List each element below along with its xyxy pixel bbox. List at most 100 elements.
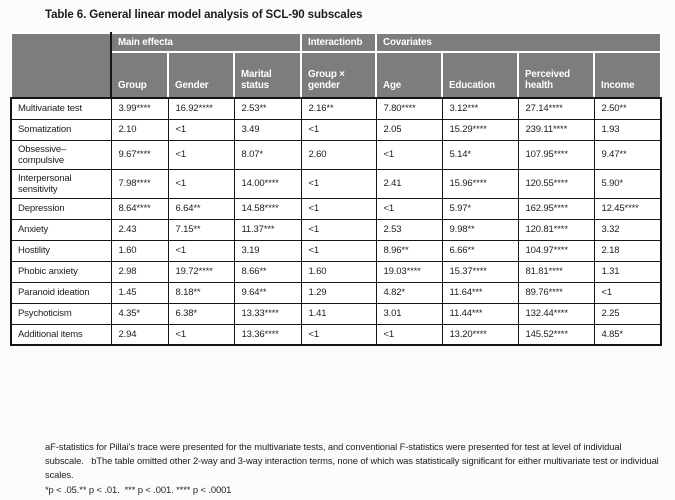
table-row: Psychoticism 4.35* 6.38* 13.33**** 1.41 3.01 1… <box>10 302 662 325</box>
column-header-group-x-gender: Group × gender <box>300 51 378 99</box>
cell: <1 <box>375 139 443 170</box>
cell: 89.76**** <box>517 281 595 304</box>
cell: 2.25 <box>593 302 662 325</box>
cell: 8.64**** <box>110 197 169 220</box>
row-label: Somatization <box>10 118 112 141</box>
column-header-row: Group Gender Marital status Group × gend… <box>11 51 663 99</box>
group-header-main-effects: Main effecta <box>109 32 303 53</box>
scl90-table: Main effecta Interactionb Covariates Gro… <box>10 32 663 346</box>
cell: 104.97**** <box>517 239 595 262</box>
cell: <1 <box>300 168 377 199</box>
table-row: Hostility 1.60 <1 3.19 <1 8.96** 6.66** 104.97*… <box>10 239 662 262</box>
cell: 1.60 <box>110 239 169 262</box>
column-header-marital-status: Marital status <box>232 51 303 99</box>
cell: <1 <box>167 168 235 199</box>
table-row: Obsessive–compulsive 9.67**** <1 8.07* 2.60 <… <box>10 139 662 170</box>
cell: 2.94 <box>110 323 169 346</box>
cell: <1 <box>167 118 235 141</box>
cell: <1 <box>300 118 377 141</box>
cell: 8.66** <box>233 260 302 283</box>
cell: 9.98** <box>441 218 519 241</box>
column-header-perceived-health: Perceived health <box>517 51 596 99</box>
cell: 9.47** <box>593 139 662 170</box>
cell: 7.80**** <box>375 97 443 120</box>
cell: 3.19 <box>233 239 302 262</box>
footnote-significance: *p < .05.** p < .01. *** p < .001. **** … <box>45 483 232 495</box>
cell: 8.96** <box>375 239 443 262</box>
cell: 7.98**** <box>110 168 169 199</box>
cell: 162.95**** <box>517 197 595 220</box>
cell: 3.99**** <box>110 97 169 120</box>
cell: <1 <box>593 281 662 304</box>
row-label: Psychoticism <box>10 302 112 325</box>
cell: 15.96**** <box>441 168 519 199</box>
cell: 5.97* <box>441 197 519 220</box>
cell: 27.14**** <box>517 97 595 120</box>
cell: 12.45**** <box>593 197 662 220</box>
cell: 132.44**** <box>517 302 595 325</box>
row-label: Hostility <box>10 239 112 262</box>
cell: 2.60 <box>300 139 377 170</box>
cell: 16.92**** <box>167 97 235 120</box>
cell: 8.18** <box>167 281 235 304</box>
cell: 2.10 <box>110 118 169 141</box>
table-title: Table 6. General linear model analysis o… <box>45 9 363 21</box>
cell: <1 <box>300 323 377 346</box>
cell: 9.67**** <box>110 139 169 170</box>
cell: 1.45 <box>110 281 169 304</box>
cell: 1.29 <box>300 281 377 304</box>
cell: <1 <box>375 197 443 220</box>
column-header-education: Education <box>441 51 520 99</box>
row-label: Anxiety <box>10 218 112 241</box>
cell: 1.41 <box>300 302 377 325</box>
table-row: Phobic anxiety 2.98 19.72**** 8.66** 1.60 19.… <box>10 260 662 283</box>
cell: 14.00**** <box>233 168 302 199</box>
cell: 2.53** <box>233 97 302 120</box>
cell: 3.49 <box>233 118 302 141</box>
cell: 13.36**** <box>233 323 302 346</box>
cell: 11.37*** <box>233 218 302 241</box>
row-label: Multivariate test <box>10 97 112 120</box>
cell: 8.07* <box>233 139 302 170</box>
table-header: Main effecta Interactionb Covariates Gro… <box>10 32 663 99</box>
cell: 5.14* <box>441 139 519 170</box>
cell: 19.72**** <box>167 260 235 283</box>
cell: 2.50** <box>593 97 662 120</box>
cell: 120.55**** <box>517 168 595 199</box>
table-row: Multivariate test 3.99**** 16.92**** 2.53**… <box>10 97 662 120</box>
cell: 2.98 <box>110 260 169 283</box>
cell: 4.35* <box>110 302 169 325</box>
cell: 2.16** <box>300 97 377 120</box>
row-label: Depression <box>10 197 112 220</box>
cell: 7.15** <box>167 218 235 241</box>
cell: 1.31 <box>593 260 662 283</box>
row-label: Paranoid ideation <box>10 281 112 304</box>
cell: 4.85* <box>593 323 662 346</box>
cell: 15.29**** <box>441 118 519 141</box>
row-label: Additional items <box>10 323 112 346</box>
cell: 2.05 <box>375 118 443 141</box>
row-label: Interpersonal sensitivity <box>10 168 112 199</box>
cell: <1 <box>167 323 235 346</box>
table-body: Multivariate test 3.99**** 16.92**** 2.53**… <box>10 97 662 346</box>
table-row: Somatization 2.10 <1 3.49 <1 2.05 15.29**** 239… <box>10 118 662 141</box>
cell: <1 <box>300 239 377 262</box>
cell: 1.60 <box>300 260 377 283</box>
cell: 6.38* <box>167 302 235 325</box>
cell: 2.18 <box>593 239 662 262</box>
group-header-interaction: Interactionb <box>300 32 378 53</box>
cell: 81.81**** <box>517 260 595 283</box>
cell: 9.64** <box>233 281 302 304</box>
column-header-income: Income <box>593 51 663 99</box>
cell: 3.01 <box>375 302 443 325</box>
footnotes: aF-statistics for Pillai's trace were pr… <box>45 440 659 497</box>
cell: 2.53 <box>375 218 443 241</box>
corner-cell <box>10 32 112 99</box>
cell: 145.52**** <box>517 323 595 346</box>
cell: 11.44*** <box>441 302 519 325</box>
cell: 13.33**** <box>233 302 302 325</box>
cell: 14.58**** <box>233 197 302 220</box>
group-header-row: Main effecta Interactionb Covariates <box>10 32 663 99</box>
cell: 19.03**** <box>375 260 443 283</box>
cell: 11.64*** <box>441 281 519 304</box>
